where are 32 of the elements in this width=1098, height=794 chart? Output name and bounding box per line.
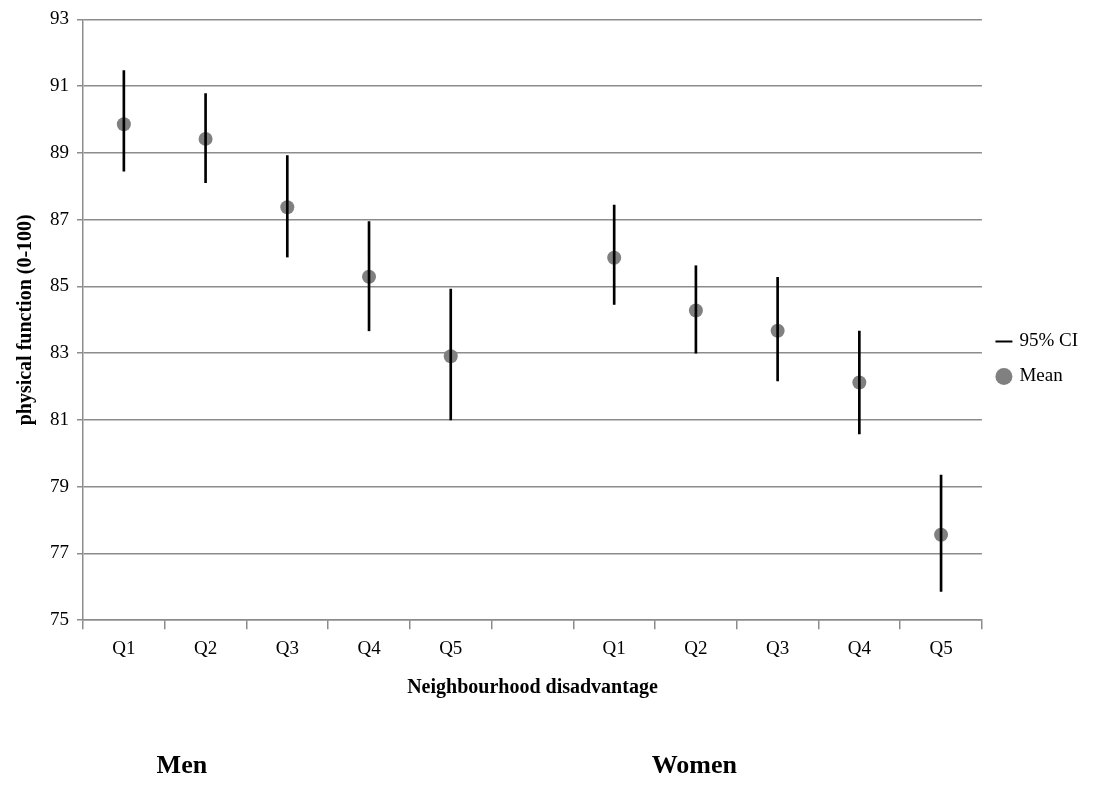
x-tick-label: Q3 bbox=[275, 636, 299, 658]
bar bbox=[204, 93, 207, 183]
x-axis-title: Neighbourhood disadvantage bbox=[407, 675, 658, 699]
bar bbox=[285, 155, 289, 258]
y-tick-label: 85 bbox=[50, 274, 69, 296]
x-tick-label: Q2 bbox=[193, 636, 218, 658]
y-tick-label: 75 bbox=[50, 608, 69, 630]
y-tick-label: 91 bbox=[50, 74, 69, 96]
y-tick-label: 83 bbox=[50, 341, 69, 363]
y-axis-title: physical function (0-100) bbox=[13, 214, 37, 426]
y-tick-label: 79 bbox=[50, 474, 69, 496]
x-tick-label: Q5 bbox=[929, 636, 953, 658]
bar bbox=[858, 330, 861, 435]
x-tick-label: Q4 bbox=[357, 636, 382, 658]
y-tick-label: 81 bbox=[50, 407, 69, 429]
text: Men bbox=[156, 749, 208, 779]
y-tick-label: 87 bbox=[50, 207, 69, 229]
legend-label: 95% CI bbox=[1019, 329, 1078, 351]
y-tick-label: 77 bbox=[50, 541, 69, 563]
legend-label: Mean bbox=[1019, 364, 1064, 386]
text: Women bbox=[651, 749, 738, 779]
x-tick-label: Q1 bbox=[602, 636, 626, 658]
bar bbox=[776, 277, 779, 382]
x-tick-label: Q2 bbox=[684, 636, 708, 658]
x-tick-label: Q5 bbox=[439, 636, 463, 658]
y-tick-label: 93 bbox=[50, 7, 69, 29]
x-tick-label: Q1 bbox=[112, 636, 136, 658]
bar bbox=[449, 288, 453, 421]
bar bbox=[612, 204, 616, 305]
y-tick-label: 89 bbox=[50, 140, 69, 162]
x-tick-label: Q4 bbox=[847, 636, 872, 658]
x-tick-label: Q3 bbox=[766, 636, 790, 658]
